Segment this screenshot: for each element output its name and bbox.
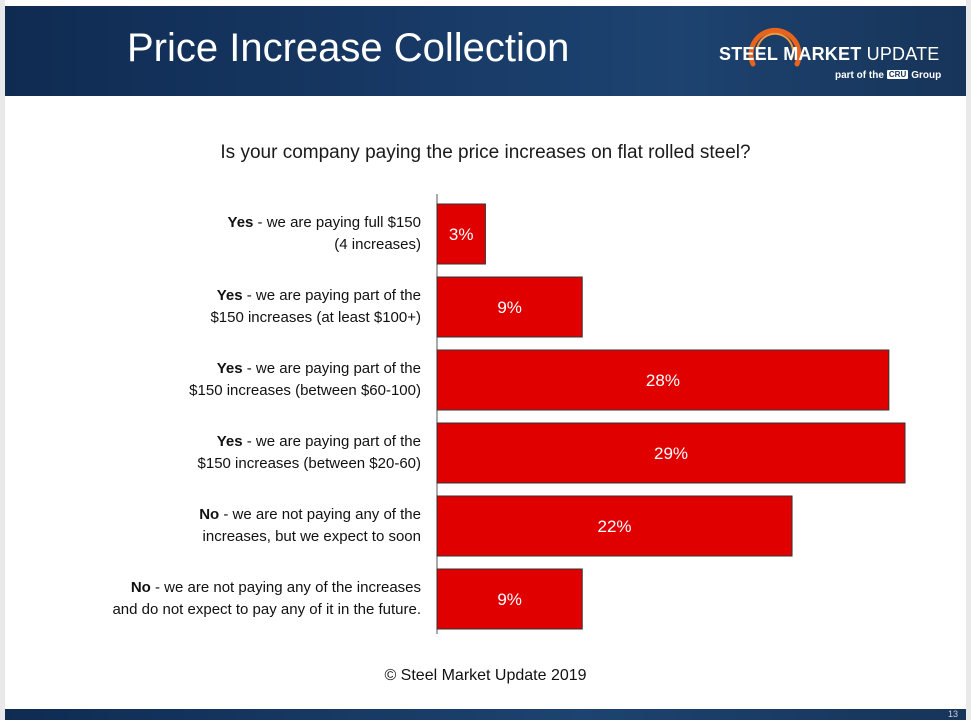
logo-swoosh-icon [748, 27, 802, 67]
header-banner: Price Increase Collection STEEL MARKET U… [5, 6, 966, 96]
category-label-answer: No [130, 579, 151, 596]
footer-bar: 13 [5, 709, 966, 720]
category-label-line1: - we are paying part of the [242, 433, 421, 450]
category-label-answer: Yes [216, 287, 243, 304]
bar-value-label-5: 22% [598, 517, 632, 536]
category-label-line1: - we are paying part of the [242, 287, 421, 304]
bar-value-label-6: 9% [497, 590, 522, 609]
cru-badge: CRU [886, 70, 909, 79]
bar-value-label-3: 28% [646, 371, 680, 390]
logo-tagline: part of the CRU Group [835, 70, 941, 81]
bar-3 [436, 349, 890, 411]
category-label-6: No - we are not paying any of the increa… [5, 577, 421, 621]
bar-5 [436, 495, 793, 557]
logo-wordmark: STEEL MARKET UPDATE [719, 44, 940, 65]
bar-chart: 3% 9% 28% 29% 22% 9% [436, 194, 906, 634]
category-label-line2: $150 increases (between $20-60) [197, 455, 421, 472]
bar-value-label-1: 3% [449, 225, 474, 244]
bar-value-label-4: 29% [654, 444, 688, 463]
category-label-line2: $150 increases (between $60-100) [189, 382, 421, 399]
logo-tagline-prefix: part of the [835, 70, 884, 81]
logo-word-update: UPDATE [866, 44, 940, 64]
category-label-4: Yes - we are paying part of the $150 incr… [5, 431, 421, 475]
category-label-line2: $150 increases (at least $100+) [210, 309, 421, 326]
chart-title: Is your company paying the price increas… [220, 142, 751, 163]
category-label-answer: Yes [216, 433, 243, 450]
category-label-line1: - we are paying full $150 [253, 214, 421, 231]
category-label-line1: - we are not paying any of the increases [150, 579, 421, 596]
category-label-line1: - we are paying part of the [242, 360, 421, 377]
copyright-text: © Steel Market Update 2019 [384, 667, 587, 684]
bar-value-label-2: 9% [497, 298, 522, 317]
category-label-1: Yes - we are paying full $150 (4 increase… [5, 212, 421, 256]
steel-market-update-logo: STEEL MARKET UPDATE part of the CRU Group [717, 20, 957, 90]
page-number: 13 [947, 709, 958, 719]
bar-6 [436, 568, 583, 630]
logo-tagline-suffix: Group [911, 70, 942, 81]
category-label-5: No - we are not paying any of the increas… [5, 504, 421, 548]
bar-4 [436, 422, 906, 484]
category-label-3: Yes - we are paying part of the $150 incr… [5, 358, 421, 402]
category-label-line2: and do not expect to pay any of it in th… [112, 601, 421, 618]
logo-word-steel: STEEL [719, 44, 779, 64]
category-label-answer: Yes [216, 360, 243, 377]
bar-2 [436, 276, 583, 338]
category-label-2: Yes - we are paying part of the $150 incr… [5, 285, 421, 329]
category-label-line1: - we are not paying any of the [219, 506, 421, 523]
page-title: Price Increase Collection [127, 26, 570, 70]
logo-word-market: MARKET [783, 44, 862, 64]
category-label-line2: increases, but we expect to soon [202, 528, 421, 545]
slide: Price Increase Collection STEEL MARKET U… [5, 0, 966, 720]
category-label-answer: No [199, 506, 220, 523]
category-label-answer: Yes [227, 214, 254, 231]
bar-1 [436, 203, 486, 265]
category-label-line2: (4 increases) [334, 236, 421, 253]
